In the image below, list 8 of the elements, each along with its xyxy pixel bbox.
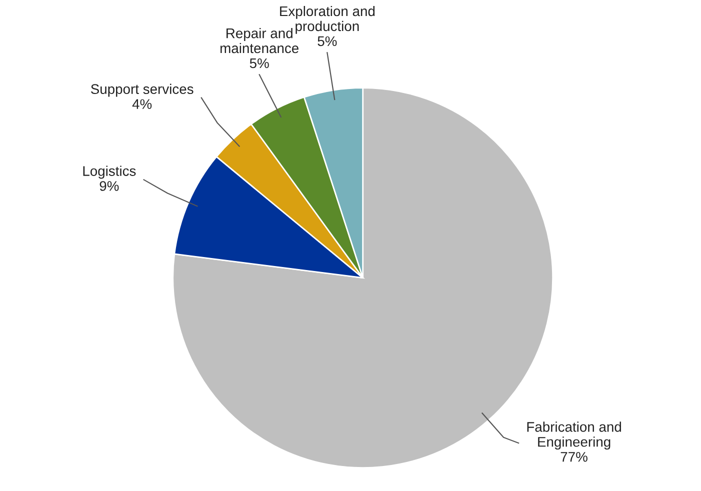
data-label: 9%	[100, 181, 119, 191]
slice-label: Logistics	[83, 166, 136, 179]
data-label: 5%	[250, 58, 269, 68]
slice-label: Fabrication and Engineering	[527, 422, 622, 450]
data-label: 77%	[560, 452, 588, 462]
data-label: 4%	[132, 99, 152, 109]
slice-label: Support services	[90, 84, 194, 97]
data-label: 5%	[318, 36, 337, 46]
